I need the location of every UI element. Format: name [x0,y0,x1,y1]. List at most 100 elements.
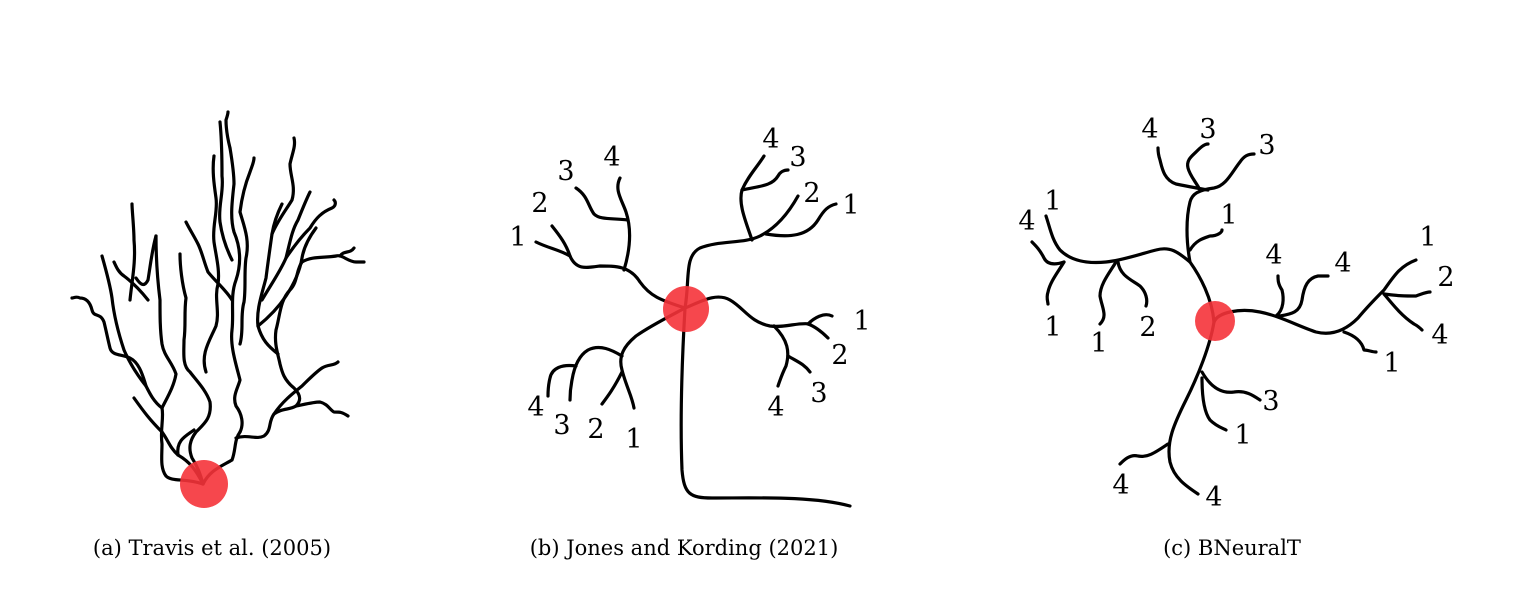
label-4: 4 [1265,240,1282,271]
dendrite-branch [1098,260,1118,326]
dendrite-branch [234,254,338,440]
dendrite-branch [1167,320,1216,496]
caption-c: (c) BNeuralT [1163,536,1301,560]
dendrite-branch [228,146,244,434]
dendrite-branch [176,428,196,457]
dendrite-branch [1200,370,1262,402]
caption-a: (a) Travis et al. (2005) [93,536,331,560]
dendrite-branch [1382,290,1432,298]
dendrite-branch [284,198,337,260]
soma [663,286,709,332]
dendrite-branch [683,295,812,329]
panel-c-dendrite-tree [1030,142,1432,496]
label-4: 4 [527,392,544,423]
label-4: 4 [1018,206,1035,237]
dendrite-branch [272,360,340,416]
dendrite-branch [260,190,312,302]
dendrite-branch [132,396,164,434]
dendrite-branch [772,324,790,388]
label-1: 1 [1383,348,1400,379]
label-1: 1 [1234,420,1251,451]
dendrite-branch [1045,260,1066,306]
label-3: 3 [810,378,827,409]
dendrite-branch [683,194,800,310]
dendrite-branch [786,354,812,374]
dendrite-branch [70,295,148,388]
dendrite-branch [568,345,624,402]
panel-c: 4 3 3 1 4 1 1 1 2 4 4 1 2 4 1 3 1 4 4 (c… [1018,114,1454,560]
label-2: 2 [1139,312,1156,343]
dendrite-branch [806,313,834,326]
dendrite-branch [1030,240,1066,266]
dendrite-branch [154,234,178,410]
label-4: 4 [1141,114,1158,145]
panel-a: (a) Travis et al. (2005) [70,110,366,560]
label-4: 4 [1205,482,1222,513]
dendrite-branch [294,400,350,418]
dendrite-branch [1186,142,1210,192]
dendrite-branch [1212,258,1418,335]
dendrite-branch [184,220,234,302]
dendrite-branch [739,154,766,242]
dendrite-branch [1342,330,1378,354]
dendrite-branch [550,224,687,310]
dendrite-branch [202,154,221,374]
label-3: 3 [1258,130,1275,161]
label-4: 4 [1112,470,1129,501]
label-1: 1 [842,190,859,221]
label-1: 1 [1044,312,1061,343]
label-2: 2 [531,188,548,219]
dendrite-branch [1118,442,1170,466]
label-1: 1 [1090,328,1107,359]
label-2: 2 [1437,262,1454,293]
caption-b: (b) Jones and Kording (2021) [530,536,839,560]
label-3: 3 [553,410,570,441]
soma [1195,301,1235,341]
label-4: 4 [603,142,620,173]
label-1: 1 [509,222,526,253]
label-3: 3 [789,142,806,173]
label-4: 4 [1334,248,1351,279]
dendrite-branch [1200,376,1228,432]
label-4: 4 [762,124,779,155]
dendrite-branch [806,322,830,340]
dendrite-branch [764,202,838,238]
dendrite-branch [1185,152,1256,264]
panel-a-dendrite-tree [70,110,366,486]
dendrite-branch [134,234,158,287]
label-2: 2 [831,340,848,371]
dendrite-branch [100,254,164,410]
label-2: 2 [587,414,604,445]
dendrite-branch [1274,274,1285,318]
dendrite-branch [256,226,318,328]
dendrite-branch [270,136,297,236]
dendrite-branch [112,260,150,302]
label-1: 1 [1220,200,1237,231]
dendrite-branch [546,363,578,398]
dendrite-branch [740,168,790,192]
dendrite-branch [1044,214,1216,324]
panel-b-dendrite-tree [534,154,852,508]
label-4: 4 [767,392,784,423]
dendrite-branch [178,252,212,486]
dendrite-branch [574,186,630,222]
dendrite-branch [256,202,284,356]
dendrite-branch [534,240,572,258]
label-3: 3 [1199,114,1216,145]
dendrite-branch [338,246,356,258]
dendrite-branch [217,120,234,262]
label-1: 1 [1044,186,1061,217]
label-1: 1 [1419,222,1436,253]
dendrite-branch [1382,292,1424,332]
label-3: 3 [1262,386,1279,417]
soma [180,460,228,508]
label-4: 4 [1431,320,1448,351]
dendrite-branch [1278,274,1330,318]
dendrite-branch [679,306,852,508]
label-1: 1 [625,424,642,455]
dendrite-branch [238,156,256,346]
dendrite-branch [600,370,624,406]
label-1: 1 [853,306,870,337]
dendrite-branch [1156,146,1210,192]
